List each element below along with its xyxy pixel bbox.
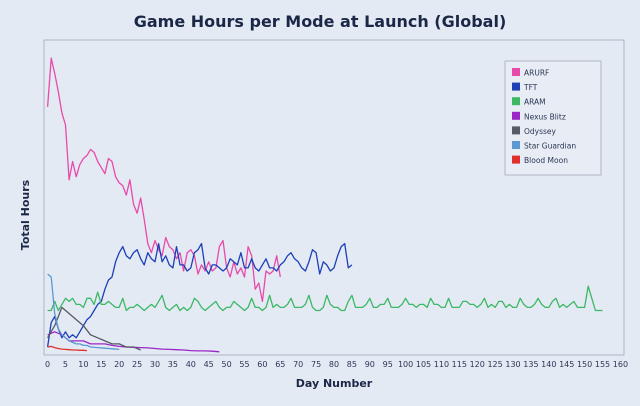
series-line-blood-moon xyxy=(47,345,88,352)
x-tick-label: 115 xyxy=(452,360,467,369)
x-tick-label: 140 xyxy=(541,360,556,369)
x-tick-label: 60 xyxy=(257,360,267,369)
x-tick-label: 110 xyxy=(434,360,449,369)
chart-title: Game Hours per Mode at Launch (Global) xyxy=(134,12,507,31)
x-tick-label: 125 xyxy=(487,360,502,369)
x-tick-label: 105 xyxy=(416,360,431,369)
legend-swatch xyxy=(512,97,520,106)
x-tick-label: 65 xyxy=(275,360,285,369)
legend-label: TFT xyxy=(523,83,538,92)
legend-label: Blood Moon xyxy=(524,156,568,165)
series-line-odyssey xyxy=(47,306,141,351)
series-lines xyxy=(46,57,603,353)
x-axis-label: Day Number xyxy=(296,377,373,390)
x-tick-label: 25 xyxy=(132,360,142,369)
series-line-aram xyxy=(47,285,603,312)
legend-label: ARURF xyxy=(524,69,549,78)
legend-swatch xyxy=(512,126,520,135)
x-tick-label: 85 xyxy=(347,360,357,369)
x-tick-label: 35 xyxy=(168,360,178,369)
legend-label: Nexus Blitz xyxy=(524,112,566,121)
x-tick-label: 70 xyxy=(293,360,303,369)
x-tick-label: 150 xyxy=(577,360,592,369)
x-tick-label: 160 xyxy=(613,360,628,369)
x-tick-label: 50 xyxy=(221,360,231,369)
x-tick-label: 15 xyxy=(96,360,106,369)
x-tick-label: 30 xyxy=(150,360,160,369)
legend-label: Odyssey xyxy=(524,127,557,136)
series-line-star-guardian xyxy=(47,273,120,351)
x-tick-label: 90 xyxy=(365,360,375,369)
x-tick-label: 95 xyxy=(383,360,393,369)
x-tick-label: 20 xyxy=(114,360,124,369)
x-tick-label: 45 xyxy=(204,360,214,369)
legend-swatch xyxy=(512,111,520,120)
legend-swatch xyxy=(512,82,520,91)
x-tick-label: 135 xyxy=(523,360,538,369)
legend-label: ARAM xyxy=(524,98,546,107)
x-tick-label: 130 xyxy=(505,360,520,369)
legend: ARURF TFT ARAM Nexus Blitz Odyssey Star Guard… xyxy=(504,60,602,176)
x-tick-label: 145 xyxy=(559,360,574,369)
series-line-arurf xyxy=(46,57,281,303)
legend-swatch xyxy=(512,141,520,149)
x-tick-label: 75 xyxy=(311,360,321,369)
plot-area xyxy=(43,39,625,356)
legend-label: Star Guardian xyxy=(524,142,576,151)
x-tick-label: 55 xyxy=(239,360,249,369)
legend-box xyxy=(504,60,602,176)
x-tick-label: 40 xyxy=(186,360,196,369)
x-tick-labels: 0 5 10 15 20 25 30 35 40 45 50 55 60 65 70 75 80 85 90 95 10… xyxy=(45,360,628,369)
x-tick-label: 80 xyxy=(329,360,339,369)
x-tick-label: 120 xyxy=(470,360,485,369)
x-tick-label: 5 xyxy=(63,360,68,369)
series-line-tft xyxy=(46,242,353,348)
x-tick-label: 0 xyxy=(45,360,50,369)
y-axis-label: Total Hours xyxy=(19,179,32,250)
legend-swatch xyxy=(512,68,520,76)
legend-swatch xyxy=(512,155,520,164)
x-tick-label: 10 xyxy=(78,360,88,369)
x-tick-label: 100 xyxy=(398,360,413,369)
x-tick-label: 155 xyxy=(595,360,610,369)
